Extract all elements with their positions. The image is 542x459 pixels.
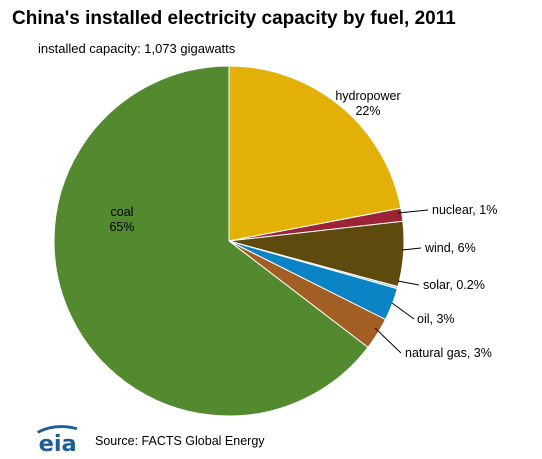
slice-label-solar: solar, 0.2% [423,278,485,292]
slice-label-wind: wind, 6% [424,241,476,255]
leader-line-solar [397,280,420,286]
leader-line-wind [401,247,422,251]
slice-label-natural-gas: natural gas, 3% [405,346,492,360]
eia-logo-swoosh-icon [36,425,78,434]
chart-subtitle: installed capacity: 1,073 gigawatts [38,41,236,56]
leader-line-oil [391,302,415,320]
chart-title: China's installed electricity capacity b… [12,8,456,29]
leader-line-nuclear [397,209,429,214]
pie-slice-hydropower [228,65,402,242]
slice-label-oil: oil, 3% [417,312,455,326]
slice-name-hydropower: hydropower [335,89,400,103]
eia-logo-text: eia [39,431,77,454]
slice-value-hydropower: 22% [355,104,380,118]
pie-slice-coal [53,65,369,417]
slice-name-coal: coal [111,205,134,219]
eia-logo: eia [36,425,78,454]
slice-value-coal: 65% [109,220,134,234]
leader-line-natural-gas [374,327,402,354]
slice-label-nuclear: nuclear, 1% [432,203,497,217]
source-note: Source: FACTS Global Energy [95,434,265,448]
